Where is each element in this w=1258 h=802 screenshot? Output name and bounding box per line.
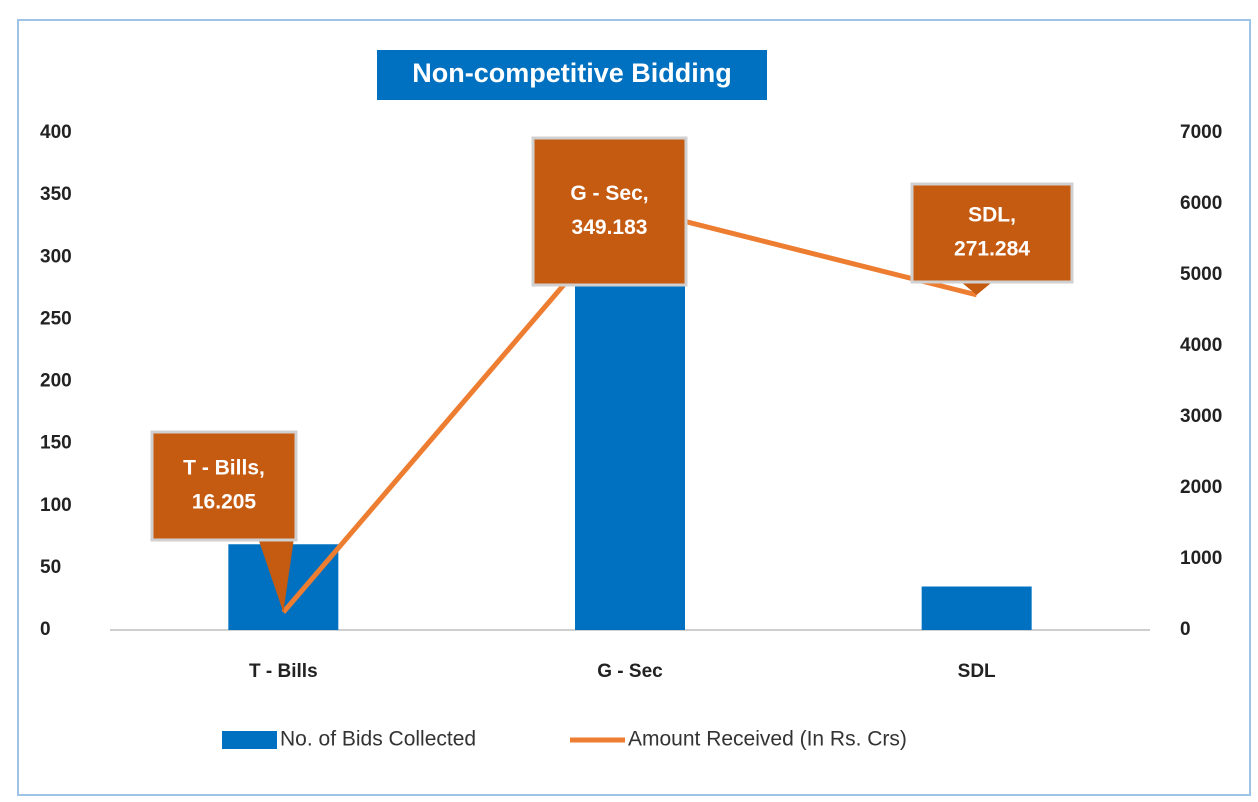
callout-pointer	[958, 280, 995, 295]
y2-tick-label: 5000	[1180, 264, 1222, 285]
y2-tick-label: 4000	[1180, 335, 1222, 356]
callout-pointer	[258, 538, 294, 613]
y2-tick-label: 2000	[1180, 477, 1222, 498]
y-tick-label: 0	[40, 619, 51, 640]
y-tick-label: 350	[40, 184, 72, 205]
callout-label: T - Bills,	[183, 457, 265, 480]
y-tick-label: 400	[40, 122, 72, 143]
chart-title: Non-competitive Bidding	[412, 58, 732, 88]
y-tick-label: 250	[40, 308, 72, 329]
y2-tick-label: 6000	[1180, 193, 1222, 214]
y-tick-label: 100	[40, 495, 72, 516]
title-box	[377, 50, 767, 100]
x-tick-label: T - Bills	[249, 661, 318, 682]
callout-label: 349.183	[572, 216, 648, 239]
callout-label: 16.205	[192, 491, 257, 514]
y-tick-label: 200	[40, 371, 72, 392]
legend-label: No. of Bids Collected	[280, 728, 476, 751]
callout-label: SDL,	[968, 204, 1016, 227]
callout-label: 271.284	[954, 238, 1030, 261]
x-tick-label: G - Sec	[597, 661, 663, 682]
y2-tick-label: 7000	[1180, 122, 1222, 143]
x-tick-label: SDL	[958, 661, 996, 682]
legend-swatch	[222, 731, 277, 749]
bar	[575, 257, 685, 630]
y2-tick-label: 0	[1180, 619, 1191, 640]
bar	[921, 586, 1032, 630]
y-tick-label: 50	[40, 557, 61, 578]
y2-tick-label: 3000	[1180, 406, 1222, 427]
callout-label: G - Sec,	[570, 182, 648, 205]
y2-tick-label: 1000	[1180, 548, 1222, 569]
callout-box	[531, 136, 688, 287]
callout-box	[910, 182, 1074, 284]
y-tick-label: 150	[40, 433, 72, 454]
callout-box	[150, 430, 298, 542]
legend-label: Amount Received (In Rs. Crs)	[628, 728, 907, 751]
y-tick-label: 300	[40, 246, 72, 267]
